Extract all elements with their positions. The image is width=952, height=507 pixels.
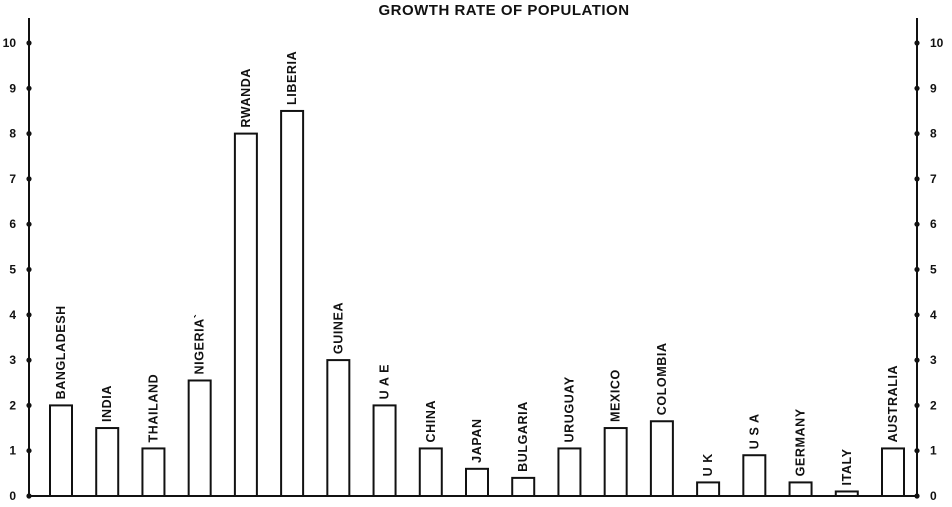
category-label: CHINA (424, 400, 438, 443)
y-tick-label-left: 0 (9, 489, 16, 503)
y-tick-mark-right (914, 221, 920, 227)
bar-germany (788, 481, 813, 498)
y-tick-mark-left (26, 221, 32, 227)
y-tick-label-right: 10 (930, 36, 944, 50)
y-tick-mark-right (914, 40, 920, 46)
bar-australia (881, 447, 905, 497)
bar-u-s-a (742, 454, 767, 498)
bar-japan (465, 467, 489, 498)
y-tick-mark-right (914, 493, 920, 499)
bar-mexico (603, 427, 628, 497)
category-label: URUGUAY (562, 376, 576, 442)
bars (49, 109, 905, 498)
y-tick-mark-right (914, 176, 920, 182)
y-tick-label-right: 1 (930, 444, 937, 458)
y-tick-label-right: 4 (930, 308, 937, 322)
y-tick-mark-right (914, 402, 920, 408)
y-tick-label-left: 4 (9, 308, 16, 322)
y-tick-label-right: 2 (930, 398, 937, 412)
category-label: U A E (378, 364, 392, 399)
y-tick-mark-right (914, 357, 920, 363)
chart-title: GROWTH RATE OF POPULATION (378, 2, 629, 19)
category-label: NIGERIA` (193, 313, 207, 374)
y-tick-mark-left (26, 448, 32, 454)
y-tick-label-left: 5 (9, 263, 16, 277)
y-tick-label-left: 9 (9, 81, 16, 95)
y-tick-mark-right (914, 266, 920, 273)
y-tick-mark-left (26, 312, 32, 318)
y-tick-label-right: 3 (930, 353, 937, 367)
bar-rwanda (233, 132, 258, 497)
y-tick-mark-left (26, 357, 32, 363)
category-labels: BANGLADESH INDIA THAILAND NIGERIA` RWANDA LIB… (54, 51, 900, 486)
y-tick-mark-left (26, 266, 32, 273)
category-label: LIBERIA (285, 51, 299, 105)
bar-uruguay (557, 447, 582, 497)
y-tick-mark-left (26, 85, 32, 91)
y-tick-label-left: 1 (9, 444, 16, 458)
y-tick-label-left: 3 (9, 353, 16, 367)
y-tick-mark-right (914, 312, 920, 318)
category-label: U K (701, 453, 715, 476)
y-tick-label-left: 8 (9, 127, 16, 141)
y-tick-mark-right (914, 85, 920, 91)
y-tick-mark-left (26, 402, 32, 408)
y-tick-mark-left (26, 176, 32, 182)
bar-u-a-e (372, 404, 397, 497)
category-label: RWANDA (239, 68, 253, 128)
category-label: AUSTRALIA (886, 365, 900, 443)
bar-nigeria- (187, 379, 212, 497)
bar-guinea (326, 359, 351, 497)
y-tick-label-left: 10 (3, 36, 17, 50)
right-y-ticks: 0 1 2 3 4 5 6 7 8 9 10 (914, 36, 944, 503)
category-label: THAILAND (146, 374, 160, 443)
category-label: U S A (747, 413, 761, 449)
y-tick-mark-right (914, 448, 920, 454)
bar-italy (834, 490, 859, 498)
category-label: BANGLADESH (54, 305, 68, 399)
y-tick-label-right: 0 (930, 489, 937, 503)
category-label: GERMANY (794, 408, 808, 476)
y-tick-label-left: 2 (9, 398, 16, 412)
y-tick-mark-left (26, 131, 32, 137)
category-label: GUINEA (331, 302, 345, 354)
category-label: INDIA (100, 385, 114, 422)
category-label: JAPAN (470, 418, 484, 462)
y-tick-label-right: 9 (930, 81, 937, 95)
y-tick-label-right: 8 (930, 127, 937, 141)
left-y-ticks: 0 1 2 3 4 5 6 7 8 9 10 (3, 36, 32, 503)
bar-india (95, 427, 120, 497)
category-label: ITALY (840, 448, 854, 485)
y-tick-mark-right (914, 131, 920, 137)
bar-u-k (696, 481, 721, 498)
y-tick-label-right: 5 (930, 263, 937, 277)
y-tick-mark-left (26, 40, 32, 46)
bar-bulgaria (511, 476, 536, 498)
bar-colombia (649, 420, 674, 498)
y-tick-mark-left (26, 493, 32, 499)
bar-liberia (280, 109, 305, 497)
category-label: MEXICO (609, 369, 623, 422)
bar-bangladesh (49, 404, 73, 497)
category-label: BULGARIA (516, 401, 530, 472)
category-label: COLOMBIA (655, 342, 669, 415)
bar-thailand (141, 447, 166, 497)
bar-china (418, 447, 443, 497)
y-tick-label-right: 7 (930, 172, 937, 186)
y-tick-label-right: 6 (930, 217, 937, 231)
y-tick-label-left: 6 (9, 217, 16, 231)
y-tick-label-left: 7 (9, 172, 16, 186)
